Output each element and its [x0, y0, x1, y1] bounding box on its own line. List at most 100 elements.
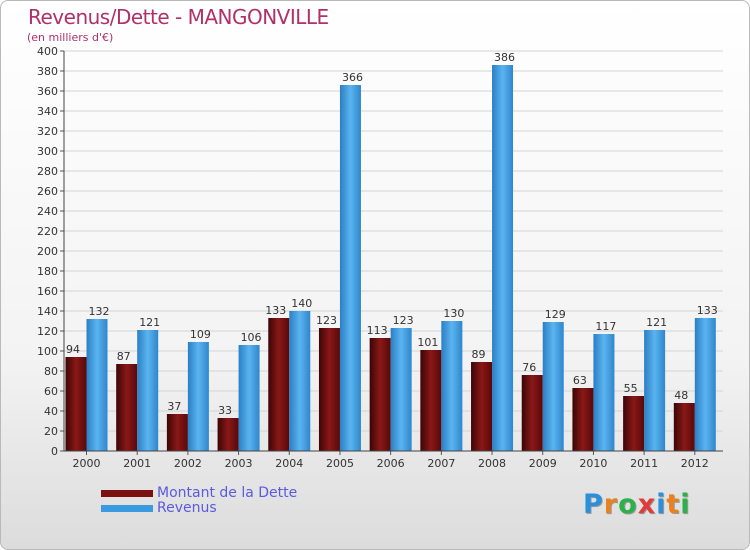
data-label-revenus: 121: [139, 316, 160, 329]
x-tick-label: 2000: [73, 457, 101, 470]
bar-revenus: [694, 318, 716, 451]
data-label-dette: 55: [624, 382, 638, 395]
y-tick-label: 320: [37, 125, 58, 138]
x-tick-label: 2002: [174, 457, 202, 470]
x-tick-label: 2006: [377, 457, 405, 470]
bar-revenus: [289, 311, 311, 451]
x-tick-label: 2009: [529, 457, 557, 470]
data-label-revenus: 386: [494, 51, 515, 64]
bar-dette: [166, 414, 188, 451]
bar-dette: [116, 364, 138, 451]
logo-letter: r: [603, 489, 619, 520]
bar-dette: [471, 362, 493, 451]
data-label-dette: 133: [265, 304, 286, 317]
proxiti-logo: Proxiti: [583, 489, 691, 520]
y-tick-label: 140: [37, 305, 58, 318]
data-label-revenus: 366: [342, 71, 363, 84]
logo-letter: o: [618, 489, 638, 520]
data-label-revenus: 117: [595, 320, 616, 333]
y-tick-label: 60: [44, 385, 58, 398]
y-tick-label: 100: [37, 345, 58, 358]
data-label-revenus: 109: [190, 328, 211, 341]
bar-dette: [217, 418, 239, 451]
bar-revenus: [644, 330, 666, 451]
data-label-revenus: 140: [291, 297, 312, 310]
bar-dette: [65, 357, 87, 451]
y-tick-label: 300: [37, 145, 58, 158]
y-tick-label: 200: [37, 245, 58, 258]
x-tick-label: 2007: [427, 457, 455, 470]
data-label-revenus: 129: [545, 308, 566, 321]
x-tick-label: 2010: [579, 457, 607, 470]
bar-revenus: [339, 85, 361, 451]
bar-revenus: [86, 319, 108, 451]
logo-letter: P: [583, 489, 604, 520]
y-tick-label: 40: [44, 405, 58, 418]
y-tick-label: 180: [37, 265, 58, 278]
legend-swatch-dette: [101, 490, 153, 497]
bar-dette: [420, 350, 442, 451]
logo-letter: i: [656, 489, 667, 520]
data-label-dette: 48: [674, 389, 688, 402]
bar-dette: [521, 375, 543, 451]
y-tick-label: 400: [37, 45, 58, 58]
data-label-dette: 94: [66, 343, 80, 356]
y-tick-label: 220: [37, 225, 58, 238]
y-tick-label: 340: [37, 105, 58, 118]
bar-revenus: [187, 342, 209, 451]
data-label-revenus: 132: [89, 305, 110, 318]
chart-subtitle: (en milliers d'€): [27, 31, 114, 44]
data-label-revenus: 106: [241, 331, 262, 344]
x-tick-label: 2011: [630, 457, 658, 470]
bar-revenus: [441, 321, 463, 451]
data-label-dette: 33: [218, 404, 232, 417]
data-label-dette: 76: [522, 361, 536, 374]
bar-dette: [673, 403, 695, 451]
y-tick-label: 260: [37, 185, 58, 198]
y-tick-label: 0: [51, 445, 58, 458]
y-tick-label: 360: [37, 85, 58, 98]
bar-dette: [268, 318, 290, 451]
bar-revenus: [593, 334, 615, 451]
y-tick-label: 380: [37, 65, 58, 78]
legend-label-revenus: Revenus: [157, 500, 217, 516]
data-label-revenus: 123: [393, 314, 414, 327]
data-label-dette: 87: [117, 350, 131, 363]
legend-swatch-revenus: [101, 505, 153, 512]
logo-letter: t: [666, 489, 681, 520]
data-label-dette: 37: [167, 400, 181, 413]
data-label-revenus: 121: [646, 316, 667, 329]
logo-letter: x: [637, 489, 657, 520]
x-tick-label: 2001: [123, 457, 151, 470]
data-label-dette: 101: [417, 336, 438, 349]
x-tick-label: 2012: [681, 457, 709, 470]
y-tick-label: 120: [37, 325, 58, 338]
bar-revenus: [238, 345, 260, 451]
data-label-dette: 123: [316, 314, 337, 327]
y-tick-label: 160: [37, 285, 58, 298]
x-tick-label: 2008: [478, 457, 506, 470]
bar-revenus: [390, 328, 412, 451]
x-tick-label: 2003: [225, 457, 253, 470]
bar-revenus: [137, 330, 159, 451]
bar-revenus: [542, 322, 564, 451]
x-tick-label: 2004: [275, 457, 303, 470]
bar-dette: [572, 388, 594, 451]
data-label-revenus: 133: [697, 304, 718, 317]
bar-revenus: [492, 65, 514, 451]
logo-letter: i: [680, 489, 691, 520]
legend-label-dette: Montant de la Dette: [157, 485, 298, 501]
data-label-dette: 63: [573, 374, 587, 387]
data-label-dette: 113: [367, 324, 388, 337]
bar-dette: [369, 338, 391, 451]
chart-title: Revenus/Dette - MANGONVILLE: [28, 5, 329, 29]
data-label-revenus: 130: [443, 307, 464, 320]
data-label-dette: 89: [472, 348, 486, 361]
bar-dette: [623, 396, 645, 451]
y-tick-label: 280: [37, 165, 58, 178]
bar-dette: [318, 328, 340, 451]
y-tick-label: 80: [44, 365, 58, 378]
y-tick-label: 240: [37, 205, 58, 218]
